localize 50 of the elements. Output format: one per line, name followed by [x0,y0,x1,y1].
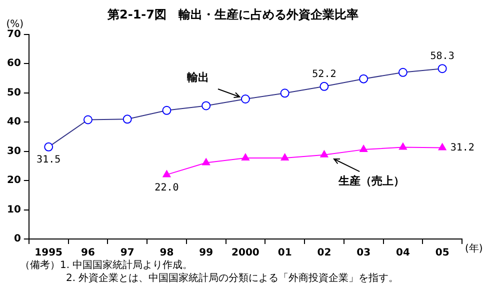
text: （備考）1. 中国国家統計局より作成。 [20,259,194,272]
point [202,101,211,110]
point [360,145,368,152]
point [280,88,290,98]
point [280,154,289,161]
y-tick-label: 10 [6,204,21,216]
y-tick-label: 0 [14,234,21,245]
point [320,82,329,91]
point [438,64,447,74]
x-tick-label: 97 [120,248,134,259]
y-tick-label: 40 [6,116,21,128]
data-label: 58.3 [430,51,454,62]
x-tick-label: 01 [278,248,292,259]
x-tick-label: 04 [396,248,410,259]
x-tick-label: 03 [356,248,371,259]
point [44,142,54,152]
point [162,106,172,115]
x-tick-label: 02 [317,248,332,259]
point [398,68,408,77]
point [83,115,92,124]
y-tick-label: 50 [6,87,21,98]
x-tick-label: 98 [160,248,174,259]
x-tick-label: 1995 [34,248,63,259]
y-tick-label: 60 [6,58,21,70]
data-label: 31.2 [450,142,474,154]
chart-title: 第2-1-7図 輸出・生産に占める外資企業比率 [106,7,359,22]
x-tick-label: 96 [81,248,95,259]
x-tick-label: 99 [199,248,214,259]
data-label: 31.5 [36,154,61,166]
point [122,114,132,124]
series-label: 輸出 [186,70,210,84]
point [241,154,250,161]
x-axis-title: (年) [465,242,483,255]
y-axis-title: (%) [6,18,24,30]
x-tick-label: 05 [435,248,450,259]
point [359,74,368,84]
point [162,170,171,178]
point [320,150,328,158]
y-tick-label: 30 [6,146,21,157]
series-label: 生産（売上） [337,174,404,188]
text: 2. 外資企業とは、中国国家統計局の分類による「外商投資企業」を指す。 [65,272,399,285]
point [240,94,250,104]
x-tick-label: 2000 [232,248,260,259]
data-label: 52.2 [312,69,336,80]
point [202,158,210,166]
point [438,143,446,150]
point [398,142,407,150]
y-tick-label: 70 [6,28,21,40]
data-label: 22.0 [154,182,179,194]
y-tick-label: 20 [6,175,21,186]
